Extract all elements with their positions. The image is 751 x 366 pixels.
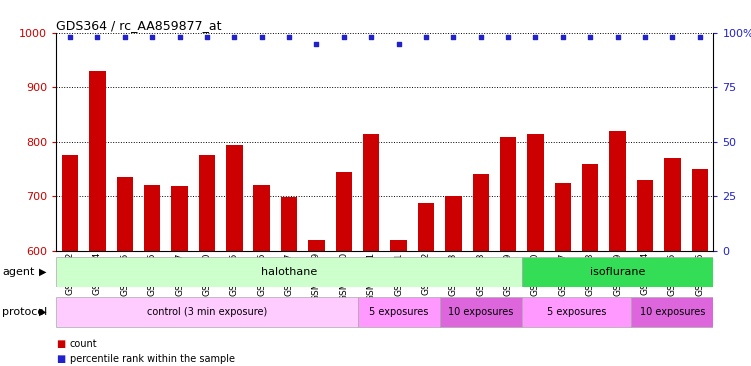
Bar <box>418 203 434 251</box>
Text: GDS364 / rc_AA859877_at: GDS364 / rc_AA859877_at <box>56 19 221 32</box>
Point <box>255 34 267 40</box>
Text: 10 exposures: 10 exposures <box>448 307 514 317</box>
Text: 5 exposures: 5 exposures <box>547 307 606 317</box>
Point <box>666 34 678 40</box>
Text: ■: ■ <box>56 354 65 365</box>
Point <box>365 34 377 40</box>
Point <box>502 34 514 40</box>
Point <box>448 34 460 40</box>
Point <box>228 34 240 40</box>
Point <box>639 34 651 40</box>
Bar <box>171 186 188 251</box>
Bar <box>56 297 357 327</box>
Bar <box>472 175 489 251</box>
Point <box>64 34 76 40</box>
Bar <box>527 134 544 251</box>
Bar <box>439 297 522 327</box>
Bar <box>664 158 680 251</box>
Bar <box>199 156 215 251</box>
Bar <box>637 180 653 251</box>
Point <box>92 34 104 40</box>
Bar <box>89 71 106 251</box>
Point <box>529 34 541 40</box>
Text: halothane: halothane <box>261 267 317 277</box>
Point <box>556 34 569 40</box>
Bar <box>308 240 324 251</box>
Text: 10 exposures: 10 exposures <box>640 307 705 317</box>
Point <box>584 34 596 40</box>
Point <box>201 34 213 40</box>
Text: control (3 min exposure): control (3 min exposure) <box>146 307 267 317</box>
Point <box>475 34 487 40</box>
Text: 5 exposures: 5 exposures <box>369 307 428 317</box>
Point <box>283 34 295 40</box>
Point <box>694 34 706 40</box>
Bar <box>226 145 243 251</box>
Bar <box>692 169 708 251</box>
Text: protocol: protocol <box>2 307 47 317</box>
Point <box>173 34 185 40</box>
Bar <box>363 134 379 251</box>
Bar <box>336 172 352 251</box>
Bar <box>253 186 270 251</box>
Bar <box>391 240 407 251</box>
Bar <box>522 297 632 327</box>
Text: percentile rank within the sample: percentile rank within the sample <box>70 354 235 365</box>
Bar <box>500 138 517 251</box>
Text: count: count <box>70 339 98 349</box>
Text: ▶: ▶ <box>39 307 47 317</box>
Bar <box>281 197 297 251</box>
Text: ■: ■ <box>56 339 65 349</box>
Text: isoflurane: isoflurane <box>590 267 645 277</box>
Point <box>146 34 158 40</box>
Point <box>338 34 350 40</box>
Point <box>310 41 322 47</box>
Text: agent: agent <box>2 267 35 277</box>
Bar <box>445 196 462 251</box>
Point <box>611 34 623 40</box>
Bar <box>582 164 599 251</box>
Bar <box>144 186 161 251</box>
Bar <box>632 297 713 327</box>
Point <box>420 34 432 40</box>
Text: ▶: ▶ <box>39 267 47 277</box>
Bar <box>357 297 439 327</box>
Bar <box>56 257 522 287</box>
Point <box>119 34 131 40</box>
Bar <box>555 183 571 251</box>
Bar <box>609 131 626 251</box>
Point <box>393 41 405 47</box>
Bar <box>522 257 713 287</box>
Bar <box>62 156 78 251</box>
Bar <box>116 177 133 251</box>
